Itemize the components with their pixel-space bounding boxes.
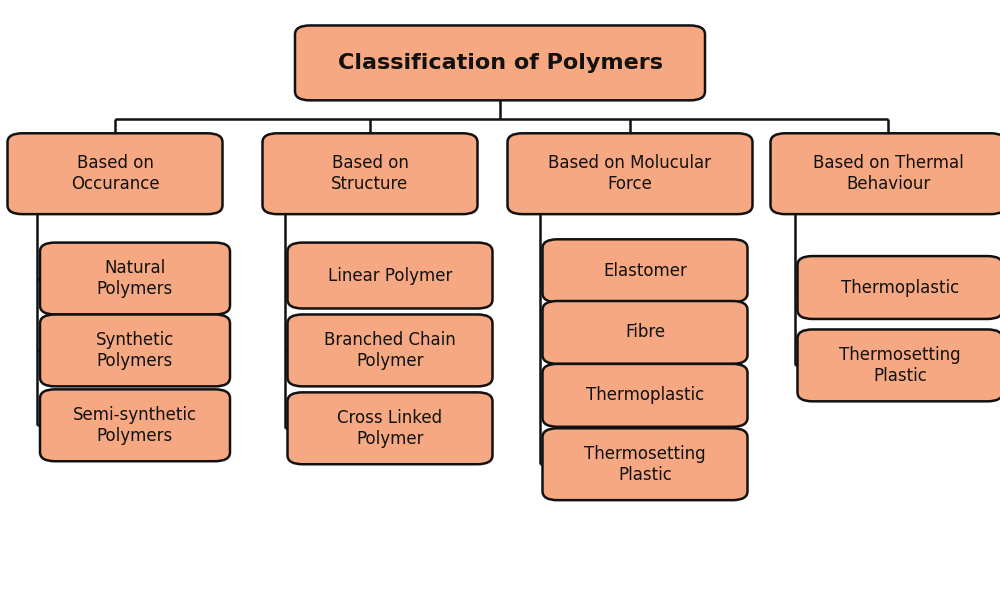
Text: Based on
Structure: Based on Structure	[331, 155, 409, 193]
FancyBboxPatch shape	[40, 243, 230, 314]
Text: Cross Linked
Polymer: Cross Linked Polymer	[337, 409, 443, 447]
Text: Classification of Polymers: Classification of Polymers	[338, 53, 662, 73]
Text: Elastomer: Elastomer	[603, 262, 687, 280]
FancyBboxPatch shape	[770, 134, 1000, 214]
Text: Fibre: Fibre	[625, 323, 665, 341]
Text: Branched Chain
Polymer: Branched Chain Polymer	[324, 331, 456, 370]
FancyBboxPatch shape	[798, 329, 1000, 401]
Text: Based on Thermal
Behaviour: Based on Thermal Behaviour	[813, 155, 963, 193]
FancyBboxPatch shape	[542, 239, 747, 302]
Text: Thermosetting
Plastic: Thermosetting Plastic	[584, 445, 706, 483]
Text: Natural
Polymers: Natural Polymers	[97, 259, 173, 298]
Text: Thermoplastic: Thermoplastic	[586, 386, 704, 404]
Text: Based on
Occurance: Based on Occurance	[71, 155, 159, 193]
FancyBboxPatch shape	[8, 134, 222, 214]
FancyBboxPatch shape	[288, 314, 492, 386]
FancyBboxPatch shape	[288, 243, 492, 308]
FancyBboxPatch shape	[542, 364, 747, 426]
Text: Semi-synthetic
Polymers: Semi-synthetic Polymers	[73, 406, 197, 444]
FancyBboxPatch shape	[542, 428, 747, 500]
Text: Synthetic
Polymers: Synthetic Polymers	[96, 331, 174, 370]
FancyBboxPatch shape	[295, 25, 705, 100]
FancyBboxPatch shape	[798, 256, 1000, 319]
FancyBboxPatch shape	[40, 389, 230, 461]
Text: Based on Molucular
Force: Based on Molucular Force	[548, 155, 712, 193]
Text: Thermoplastic: Thermoplastic	[841, 279, 959, 297]
FancyBboxPatch shape	[542, 301, 747, 364]
Text: Thermosetting
Plastic: Thermosetting Plastic	[839, 346, 961, 385]
FancyBboxPatch shape	[288, 392, 492, 464]
FancyBboxPatch shape	[40, 314, 230, 386]
FancyBboxPatch shape	[507, 134, 753, 214]
FancyBboxPatch shape	[262, 134, 478, 214]
Text: Linear Polymer: Linear Polymer	[328, 267, 452, 285]
